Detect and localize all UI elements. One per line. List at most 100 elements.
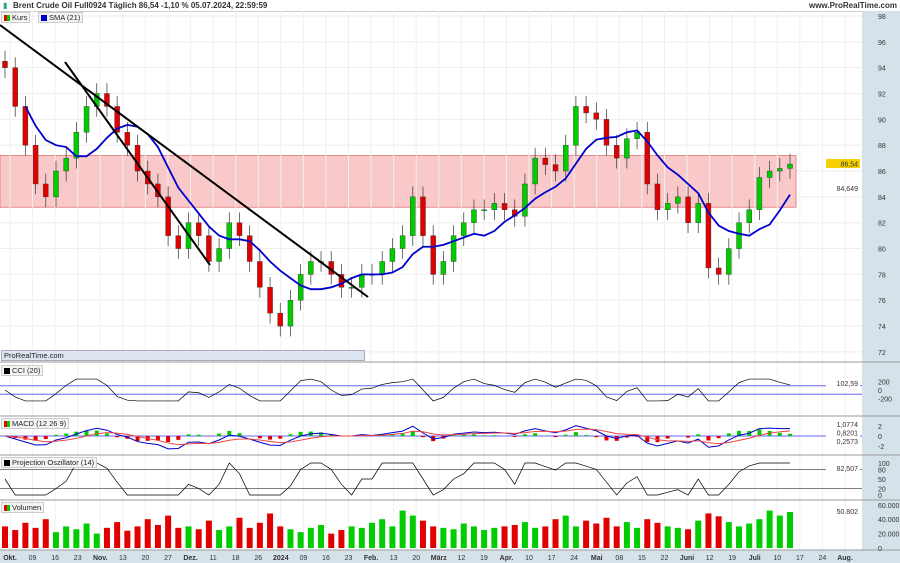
x-tick-label: 23 (74, 555, 82, 562)
volume-bar (83, 523, 90, 548)
macd-histogram-bar (665, 436, 670, 439)
cci-tick: -200 (878, 396, 892, 403)
macd-histogram-bar (451, 435, 456, 436)
vol-tick: 40.000 (878, 517, 900, 524)
x-tick-label: 19 (480, 555, 488, 562)
legend-kurs[interactable]: Kurs (1, 12, 31, 23)
volume-bar (144, 519, 151, 548)
trendline (0, 24, 369, 298)
candle (440, 261, 447, 275)
x-tick-label: 22 (661, 555, 669, 562)
cci-last-label: 102,59 (837, 381, 859, 388)
macd-histogram-bar (716, 436, 721, 439)
proj-last-label-badge (826, 463, 860, 473)
macd-histogram-bar (726, 433, 731, 436)
legend-vol[interactable]: Volumen (1, 502, 45, 513)
candle (736, 222, 742, 249)
candle (491, 203, 498, 210)
volume-bar (623, 522, 630, 548)
y-tick-label: 74 (878, 324, 886, 331)
macd-tick: 0 (878, 434, 882, 441)
sma-value-label: 84,649 (837, 186, 859, 193)
vol-label: Volumen (12, 503, 42, 512)
macd-tick: 2 (878, 424, 882, 431)
volume-bar (419, 520, 426, 548)
volume-bar (562, 515, 569, 548)
volume-bar (226, 526, 233, 548)
brand-link[interactable]: www.ProRealTime.com (808, 1, 897, 10)
legend-proj[interactable]: Projection Oszillator (14) (1, 457, 98, 468)
macd-histogram-bar (635, 436, 640, 437)
volume-bar (114, 522, 121, 548)
x-tick-label: Dez. (183, 555, 197, 562)
macd-histogram-bar (553, 436, 558, 438)
volume-bar (338, 530, 345, 548)
candle (705, 203, 712, 269)
volume-bar (32, 527, 39, 548)
vol-last-label: 50.802 (837, 509, 859, 516)
proj-label: Projection Oszillator (14) (12, 458, 95, 467)
volume-bar (175, 527, 182, 548)
legend-macd[interactable]: MACD (12 26 9) (1, 418, 70, 429)
volume-bar (236, 517, 243, 548)
macd-value-label: 0,2573 (837, 439, 859, 446)
macd-histogram-bar (737, 430, 742, 436)
volume-bar (154, 524, 161, 548)
macd-histogram-bar (43, 436, 48, 440)
macd-histogram-bar (400, 433, 405, 436)
volume-bar (654, 522, 661, 548)
x-tick-label: 18 (232, 555, 240, 562)
candle (756, 177, 763, 210)
macd-signal-line (4, 428, 791, 446)
volume-bar (358, 527, 365, 548)
y-tick-label: 72 (878, 350, 886, 357)
x-tick-label: 13 (119, 555, 127, 562)
volume-bar (134, 526, 141, 548)
x-tick-label: 16 (51, 555, 59, 562)
candle (379, 261, 385, 275)
macd-histogram-bar (319, 432, 324, 436)
candle (420, 196, 426, 236)
candle (216, 248, 222, 262)
candle (644, 132, 650, 185)
x-tick-label: Aug. (837, 555, 853, 562)
macd-histogram-bar (594, 436, 599, 438)
macd-histogram-bar (155, 436, 160, 441)
macd-histogram-bar (482, 435, 487, 436)
macd-histogram-bar (329, 434, 334, 436)
vol-tick: 60.000 (878, 503, 900, 510)
x-tick-label: Juli (749, 555, 761, 562)
volume-bar (409, 515, 416, 548)
macd-histogram-bar (196, 434, 201, 436)
candle (277, 312, 283, 327)
macd-histogram-bar (288, 434, 293, 436)
x-tick-label: 16 (322, 555, 330, 562)
volume-bar (2, 526, 8, 548)
candle (481, 209, 487, 212)
volume-bar (695, 520, 702, 548)
volume-bar (103, 527, 110, 548)
volume-bar (634, 527, 641, 548)
legend-cci[interactable]: CCI (20) (1, 365, 44, 376)
volume-bar (205, 520, 212, 548)
macd-histogram-bar (696, 434, 701, 436)
x-tick-label: März (431, 555, 447, 562)
macd-histogram-bar (461, 434, 466, 436)
y-tick-label: 90 (878, 117, 886, 124)
volume-bar (73, 529, 80, 548)
candle (2, 61, 8, 68)
volume-bar (552, 519, 559, 548)
macd-histogram-bar (777, 432, 782, 436)
legend-sma-label: SMA (21) (49, 13, 81, 22)
macd-histogram-bar (686, 436, 691, 438)
y-tick-label: 98 (878, 14, 886, 21)
legend-sma[interactable]: SMA (21) (38, 12, 84, 23)
candle (664, 203, 671, 210)
macd-histogram-bar (471, 434, 476, 436)
macd-histogram-bar (33, 436, 38, 441)
macd-histogram-bar (217, 433, 222, 436)
chart-icon: ▮ (3, 1, 8, 10)
volume-bar (613, 526, 620, 548)
volume-bar (725, 522, 732, 548)
